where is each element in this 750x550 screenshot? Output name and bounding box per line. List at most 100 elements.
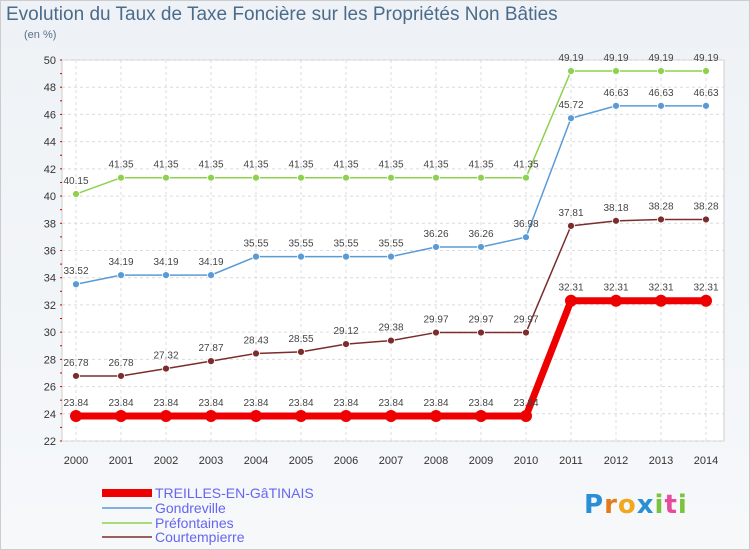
legend-label: Courtempierre [155, 529, 245, 545]
data-label: 23.84 [108, 398, 133, 409]
data-point [655, 294, 667, 307]
data-label: 32.31 [603, 283, 628, 294]
data-point [522, 328, 530, 337]
data-label: 34.19 [198, 257, 223, 268]
data-point [522, 173, 530, 182]
data-label: 41.35 [513, 160, 538, 171]
data-point [342, 173, 350, 182]
proxiti-logo: Proxiti [584, 490, 688, 520]
data-label: 41.35 [153, 160, 178, 171]
data-label: 28.55 [288, 334, 313, 345]
data-point [387, 336, 395, 345]
data-point [432, 328, 440, 337]
data-label: 32.31 [693, 283, 718, 294]
data-point [522, 233, 530, 242]
x-tick-label: 2007 [379, 455, 403, 467]
data-label: 35.55 [333, 239, 358, 250]
data-point [207, 271, 215, 280]
data-point [250, 409, 262, 422]
data-point [295, 409, 307, 422]
data-label: 32.31 [648, 283, 673, 294]
data-label: 26.78 [108, 358, 133, 369]
y-tick-label: 48 [44, 82, 56, 94]
x-tick-label: 2011 [559, 455, 583, 467]
x-tick-label: 2000 [64, 455, 88, 467]
y-tick-label: 34 [44, 273, 56, 285]
data-label: 41.35 [243, 160, 268, 171]
data-point [657, 67, 665, 75]
data-label: 40.15 [63, 176, 88, 187]
x-tick-label: 2002 [154, 455, 178, 467]
y-tick-label: 38 [44, 218, 56, 230]
data-label: 29.97 [513, 315, 538, 326]
data-label: 41.35 [333, 160, 358, 171]
data-label: 23.84 [288, 398, 313, 409]
data-point [475, 409, 487, 422]
data-label: 33.52 [63, 266, 88, 277]
data-label: 23.84 [153, 398, 178, 409]
data-point [432, 243, 440, 251]
data-label: 23.84 [468, 398, 493, 409]
data-point [477, 243, 485, 251]
data-point [342, 340, 350, 349]
data-point [477, 173, 485, 182]
data-label: 23.84 [378, 398, 403, 409]
data-label: 32.31 [558, 283, 583, 294]
data-label: 28.43 [243, 336, 268, 347]
data-label: 27.32 [153, 351, 178, 362]
data-point [567, 221, 575, 230]
data-point [115, 409, 127, 422]
data-point [205, 409, 217, 422]
data-label: 29.97 [423, 315, 448, 326]
data-point [342, 252, 350, 261]
y-tick-label: 42 [44, 164, 56, 176]
data-point [432, 173, 440, 182]
data-point [567, 114, 575, 123]
y-tick-label: 44 [44, 137, 56, 149]
data-label: 29.97 [468, 315, 493, 326]
x-tick-label: 2001 [109, 455, 133, 467]
data-label: 23.84 [243, 398, 268, 409]
data-point [72, 280, 80, 289]
data-label: 49.19 [648, 53, 673, 64]
data-label: 36.26 [468, 229, 493, 240]
data-label: 23.84 [423, 398, 448, 409]
data-label: 38.28 [693, 201, 718, 212]
y-tick-label: 50 [44, 55, 56, 67]
data-label: 49.19 [558, 53, 583, 64]
data-label: 49.19 [693, 53, 718, 64]
data-label: 23.84 [198, 398, 223, 409]
data-point [702, 67, 710, 75]
data-label: 41.35 [378, 160, 403, 171]
data-point [385, 409, 397, 422]
data-label: 29.12 [333, 326, 358, 337]
data-point [567, 67, 575, 75]
data-point [72, 372, 80, 380]
data-label: 34.19 [108, 257, 133, 268]
data-label: 23.84 [63, 398, 88, 409]
data-point [430, 409, 442, 422]
x-tick-label: 2010 [514, 455, 538, 467]
data-point [612, 67, 620, 75]
x-tick-label: 2013 [649, 455, 673, 467]
y-tick-label: 40 [44, 191, 56, 203]
data-point [657, 215, 665, 224]
data-point [72, 190, 80, 198]
data-label: 35.55 [378, 239, 403, 250]
data-point [702, 215, 710, 224]
data-point [700, 294, 712, 307]
data-label: 23.84 [333, 398, 358, 409]
data-label: 27.87 [198, 343, 223, 354]
data-point [520, 409, 532, 422]
chart-title: Evolution du Taux de Taxe Foncière sur l… [6, 4, 558, 25]
data-point [207, 357, 215, 366]
data-point [160, 409, 172, 422]
data-label: 23.84 [513, 398, 538, 409]
data-label: 37.81 [558, 208, 583, 219]
data-point [612, 101, 620, 110]
data-label: 46.63 [603, 88, 628, 99]
data-point [477, 328, 485, 337]
data-label: 46.63 [693, 88, 718, 99]
data-label: 41.35 [288, 160, 313, 171]
data-point [117, 372, 125, 380]
